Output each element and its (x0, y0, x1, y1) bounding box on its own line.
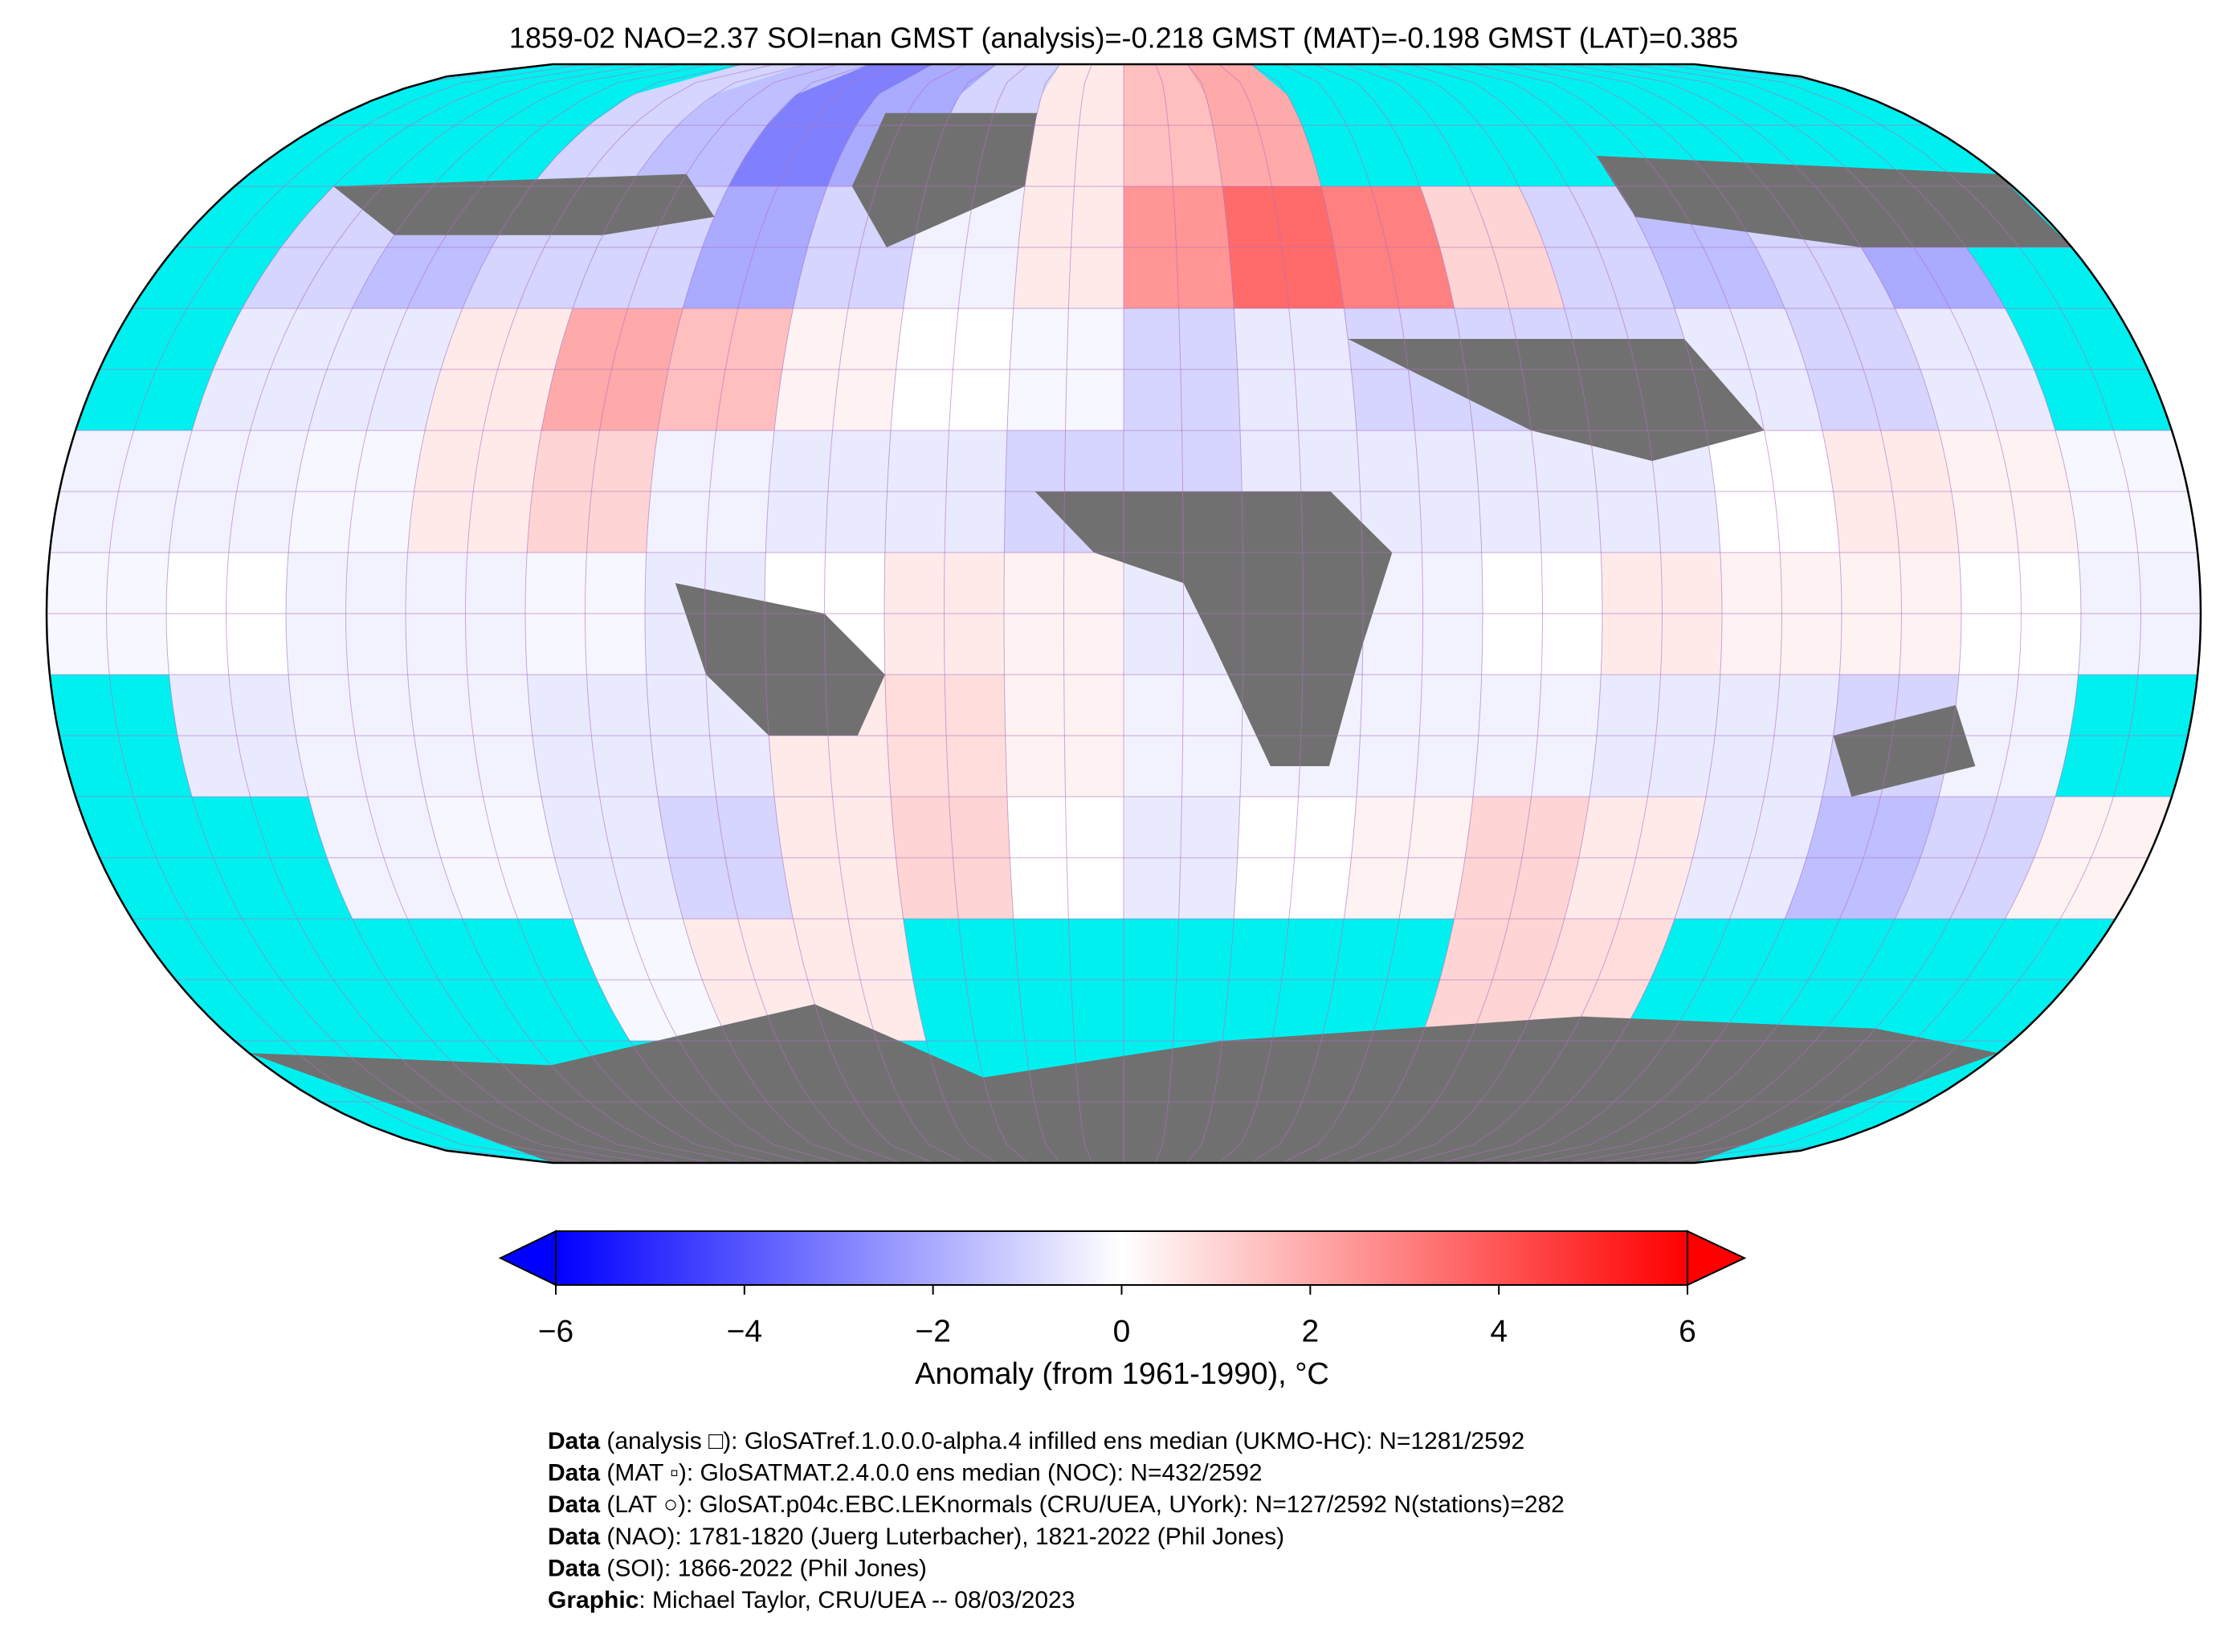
colorbar-tick-label: 0 (1113, 1314, 1131, 1348)
land-missing (333, 173, 715, 235)
colorbar-tick-label: −6 (538, 1314, 573, 1348)
footer-text: (LAT ○): GloSAT.p04c.EBC.LEKnormals (CRU… (600, 1491, 1565, 1518)
colorbar-tick-label: −2 (915, 1314, 950, 1348)
footer-text: (NAO): 1781-1820 (Juerg Luterbacher), 18… (600, 1524, 1284, 1550)
footer-line: Data (NAO): 1781-1820 (Juerg Luterbacher… (548, 1524, 1284, 1550)
footer-line: Data (LAT ○): GloSAT.p04c.EBC.LEKnormals… (548, 1491, 1565, 1518)
colorbar-tick-label: 6 (1679, 1314, 1696, 1348)
colorbar-extend-high (1687, 1230, 1747, 1287)
colorbar-gradient (555, 1230, 1688, 1286)
land-missing (1833, 705, 1976, 797)
footer-label: Data (548, 1460, 600, 1487)
footer-label: Data (548, 1428, 600, 1454)
land-missing (851, 112, 1038, 247)
footer-label: Graphic (548, 1587, 639, 1613)
footer-line: Data (MAT ▫): GloSATMAT.2.4.0.0 ens medi… (548, 1460, 1263, 1487)
footer-text: (analysis □): GloSATref.1.0.0.0-alpha.4 … (600, 1428, 1524, 1454)
footer-line: Data (SOI): 1866-2022 (Phil Jones) (548, 1555, 927, 1581)
colorbar-tick-label: 4 (1490, 1314, 1508, 1348)
colorbar-label: Anomaly (from 1961-1990), °C (915, 1357, 1329, 1391)
globe (47, 64, 2201, 1163)
footer-text: : Michael Taylor, CRU/UEA -- 08/03/2023 (639, 1587, 1075, 1613)
footer-text: (SOI): 1866-2022 (Phil Jones) (600, 1555, 927, 1581)
land-missing (675, 583, 885, 736)
footer-line: Graphic: Michael Taylor, CRU/UEA -- 08/0… (548, 1587, 1075, 1613)
colorbar-extend-low (498, 1230, 557, 1287)
colorbar: −6 −4 −2 0 2 4 6 (498, 1230, 1747, 1348)
colorbar-tick-label: 2 (1301, 1314, 1319, 1348)
footer-text: (MAT ▫): GloSATMAT.2.4.0.0 ens median (N… (600, 1460, 1263, 1487)
globe-outline (45, 63, 2202, 1165)
footer-label: Data (548, 1524, 600, 1550)
footer-label: Data (548, 1491, 600, 1518)
land-missing (1596, 156, 2072, 247)
footer: Data (analysis □): GloSATref.1.0.0.0-alp… (548, 1428, 1565, 1613)
colorbar-tick-label: −4 (727, 1314, 762, 1348)
map-title: 1859-02 NAO=2.37 SOI=nan GMST (analysis)… (509, 22, 1738, 55)
footer-label: Data (548, 1555, 600, 1581)
footer-line: Data (analysis □): GloSATref.1.0.0.0-alp… (548, 1428, 1524, 1454)
